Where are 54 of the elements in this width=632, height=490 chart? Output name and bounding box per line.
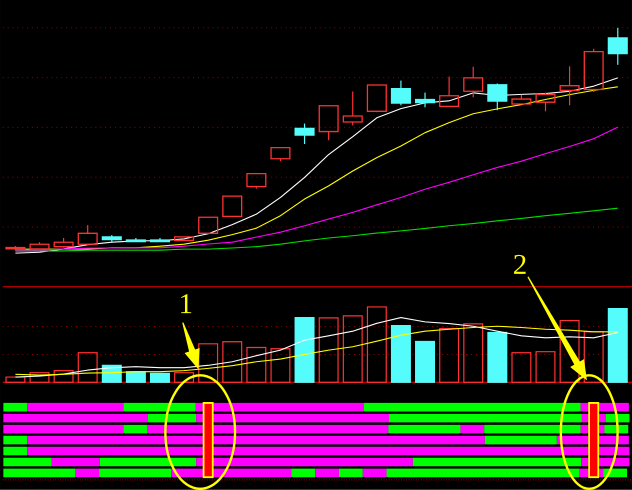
bar <box>196 458 413 466</box>
bar <box>124 403 196 412</box>
bar <box>415 340 436 383</box>
bar <box>222 341 242 383</box>
bar <box>386 468 580 478</box>
bar <box>27 446 630 456</box>
annotation: 1 <box>181 294 192 314</box>
candlestick <box>560 66 580 106</box>
bar <box>196 403 364 412</box>
bar <box>75 468 100 478</box>
bar <box>584 331 604 383</box>
bar <box>99 468 172 478</box>
bar <box>54 370 74 383</box>
bar <box>318 317 339 383</box>
bar <box>366 306 387 383</box>
bar <box>52 458 100 466</box>
bar <box>291 468 316 478</box>
bar <box>364 403 581 412</box>
bar <box>608 308 628 383</box>
candlestick <box>342 90 363 126</box>
bar <box>536 351 556 383</box>
bar <box>342 315 363 383</box>
bar <box>5 376 26 383</box>
bar <box>246 346 266 383</box>
bar <box>3 436 28 444</box>
bar <box>30 372 50 383</box>
bar <box>174 372 194 383</box>
bar <box>3 468 76 478</box>
bar <box>78 352 98 383</box>
bar <box>126 371 146 383</box>
bar <box>439 328 460 383</box>
bar <box>560 320 580 383</box>
bar <box>27 436 485 444</box>
bar <box>3 403 28 412</box>
candlestick <box>439 76 460 108</box>
bar <box>100 458 196 466</box>
candlestick <box>222 196 242 218</box>
bar <box>294 317 315 383</box>
bar <box>3 446 28 456</box>
bar <box>150 372 170 383</box>
candlestick <box>198 216 218 234</box>
bar <box>463 323 484 383</box>
bar <box>484 436 557 444</box>
bar <box>3 458 52 466</box>
candlestick <box>608 27 628 66</box>
bar <box>270 348 290 383</box>
bar <box>487 332 508 383</box>
candlestick <box>463 66 484 98</box>
bar <box>315 468 339 478</box>
bar <box>390 325 411 383</box>
text: 2 <box>514 254 526 274</box>
bar <box>27 403 124 412</box>
bar <box>412 458 582 466</box>
bar <box>511 352 532 383</box>
